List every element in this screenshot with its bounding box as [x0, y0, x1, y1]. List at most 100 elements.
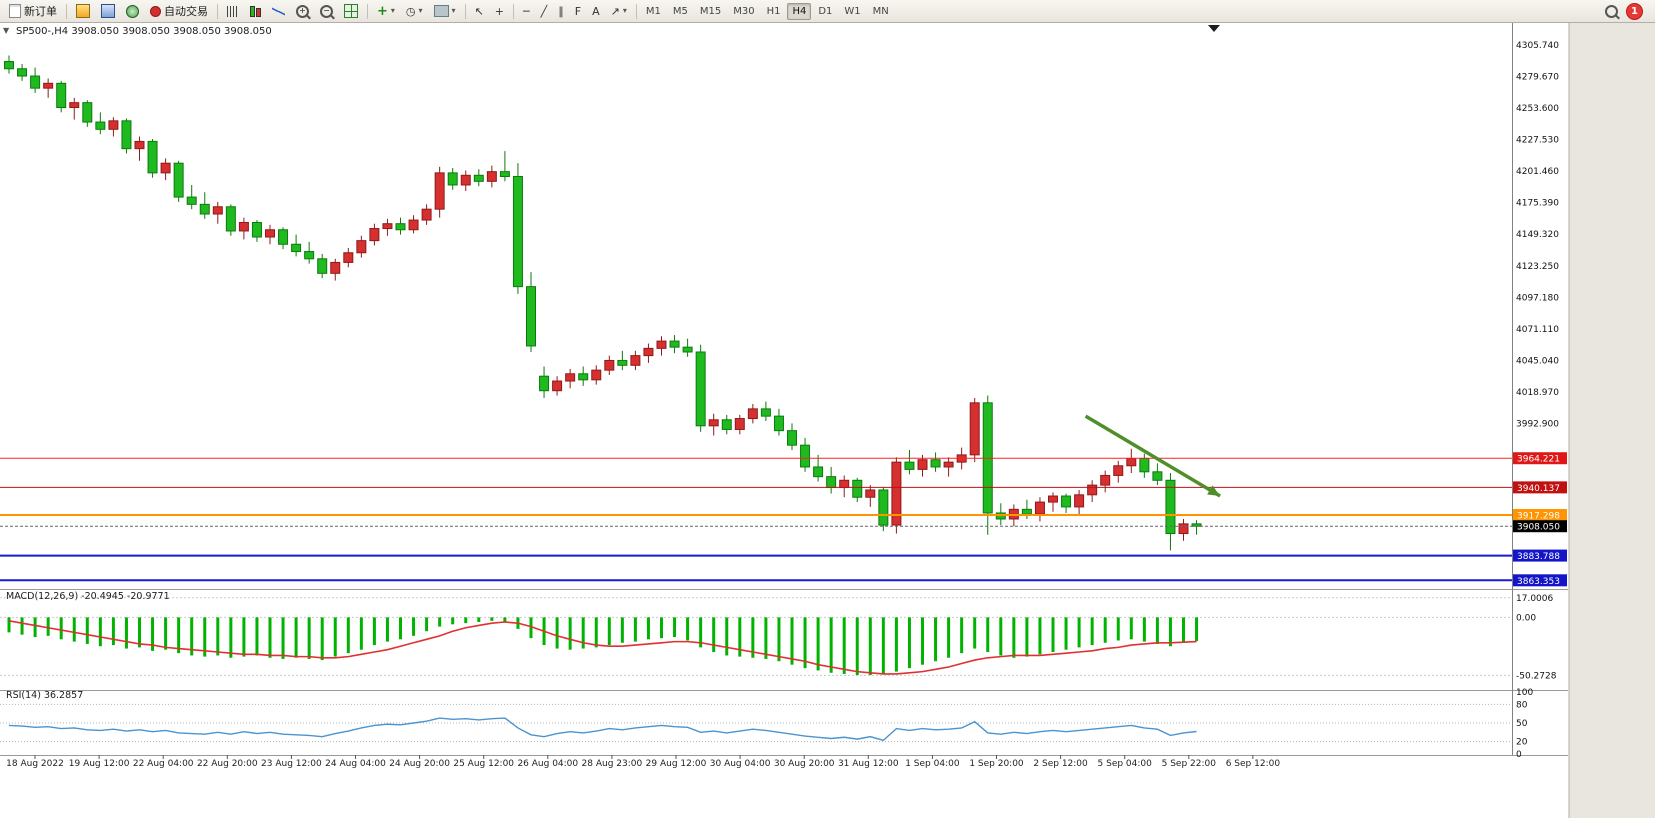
timeframe-M5[interactable]: M5 [672, 5, 688, 17]
toolbar-separator [217, 3, 218, 19]
candle [878, 489, 889, 526]
candlestick-chart-button[interactable] [245, 1, 266, 21]
candle [552, 380, 563, 392]
candle [265, 229, 275, 238]
level-badge-3917.298: 3917.298 [1513, 509, 1567, 522]
bar-chart-icon [227, 5, 239, 17]
time-axis-label: 22 Aug 04:00 [133, 759, 194, 769]
right-gutter [1569, 22, 1655, 818]
candle [17, 68, 28, 77]
candle [199, 203, 210, 215]
time-axis-label: 6 Sep 12:00 [1226, 759, 1281, 769]
timeframe-W1[interactable]: W1 [844, 5, 861, 17]
profiles-button[interactable] [96, 1, 120, 21]
candle [278, 229, 289, 245]
fibonacci-button[interactable]: F [570, 1, 586, 21]
candle [617, 359, 628, 366]
price-axis-label: 4045.040 [1516, 356, 1559, 366]
periods-button[interactable]: ◷ ▾ [401, 1, 428, 21]
market-watch-button[interactable] [121, 1, 144, 21]
candle [108, 120, 119, 130]
zoom-out-icon: − [320, 4, 333, 18]
candle [251, 221, 262, 238]
zoom-out-button[interactable]: − [315, 1, 338, 21]
line-chart-button[interactable] [267, 1, 290, 21]
candle [695, 351, 706, 427]
price-axis-label: 4279.670 [1516, 72, 1559, 82]
notification-badge[interactable]: 1 [1626, 2, 1643, 20]
price-axis-label: 4149.320 [1516, 230, 1559, 240]
candle [4, 61, 14, 70]
time-axis-label: 31 Aug 12:00 [838, 759, 899, 769]
candle [917, 459, 928, 470]
timeframe-MN[interactable]: MN [872, 5, 889, 17]
chart-shift-marker[interactable] [1208, 25, 1220, 32]
trend-arrow[interactable] [1084, 414, 1221, 498]
time-axis-label: 23 Aug 12:00 [261, 759, 322, 769]
svg-text:3908.050: 3908.050 [1517, 523, 1560, 533]
templates-button[interactable]: ▾ [429, 1, 461, 21]
horizontal-line-icon: ─ [523, 4, 530, 18]
timeframe-H4[interactable]: H4 [787, 2, 812, 20]
time-axis-label: 26 Aug 04:00 [517, 759, 578, 769]
one-click-trading-button[interactable]: ▼ [3, 26, 10, 35]
price-axis[interactable]: 4305.740 4279.670 4253.600 4227.530 4201.460… [1516, 41, 1559, 760]
candle [800, 444, 811, 468]
level-badge-3940.137: 3940.137 [1513, 481, 1567, 494]
zoom-in-button[interactable]: + [291, 1, 314, 21]
new-order-label: 新订单 [24, 5, 57, 18]
candle [1061, 495, 1072, 508]
price-axis-label: 4175.390 [1516, 199, 1559, 209]
candle [421, 208, 432, 221]
candle [1126, 457, 1137, 467]
candle [1152, 471, 1163, 481]
candle [813, 466, 824, 478]
candle [173, 162, 184, 198]
time-axis-label: 1 Sep 04:00 [905, 759, 960, 769]
timeframe-M15[interactable]: M15 [699, 5, 722, 17]
new-order-button[interactable]: 新订单 [4, 1, 62, 21]
cursor-button[interactable]: ↖ [470, 1, 489, 21]
candle [578, 373, 589, 381]
price-axis-label: 3992.900 [1516, 420, 1559, 430]
search-icon[interactable] [1605, 4, 1618, 18]
price-axis-label: 4253.600 [1516, 104, 1559, 114]
cursor-icon: ↖ [474, 4, 484, 18]
rsi-indicator-label: RSI(14) 36.2857 [6, 690, 84, 701]
candle [773, 415, 784, 432]
timeframe-M30[interactable]: M30 [733, 5, 755, 17]
tile-windows-button[interactable] [339, 1, 363, 21]
new-chart-button[interactable] [71, 1, 95, 21]
level-badge-3863.353: 3863.353 [1513, 574, 1567, 587]
text-tool-button[interactable]: A [587, 1, 605, 21]
time-axis[interactable]: 18 Aug 2022 19 Aug 12:00 22 Aug 04:00 22 Au… [6, 755, 1280, 769]
time-axis-label: 28 Aug 23:00 [582, 759, 643, 769]
trendline-button[interactable]: ╱ [536, 1, 553, 21]
indicators-button[interactable]: + ▾ [372, 1, 400, 21]
timeframe-H1[interactable]: H1 [766, 5, 781, 17]
auto-trading-button[interactable]: 自动交易 [145, 1, 213, 21]
candle [330, 261, 341, 274]
arrows-tool-button[interactable]: ↗ ▾ [606, 1, 632, 21]
channel-button[interactable]: ∥ [553, 1, 569, 21]
price-axis-label: 4305.740 [1516, 41, 1559, 51]
candle [395, 223, 406, 231]
rsi-axis-label: 80 [1516, 700, 1528, 710]
candle [304, 251, 315, 260]
timeframe-D1[interactable]: D1 [818, 5, 833, 17]
svg-text:3883.788: 3883.788 [1517, 552, 1560, 562]
candle [82, 102, 93, 123]
time-axis-label: 5 Sep 04:00 [1098, 759, 1153, 769]
candle [512, 175, 523, 288]
toolbar-right-group: 1 [1605, 2, 1651, 20]
bar-chart-button[interactable] [222, 1, 244, 21]
candle [382, 223, 393, 230]
candle [904, 461, 915, 470]
timeframe-M1[interactable]: M1 [645, 5, 661, 17]
candle [708, 419, 719, 427]
toolbar-separator [635, 3, 637, 19]
horizontal-line-button[interactable]: ─ [518, 1, 535, 21]
crosshair-button[interactable]: + [490, 1, 509, 21]
